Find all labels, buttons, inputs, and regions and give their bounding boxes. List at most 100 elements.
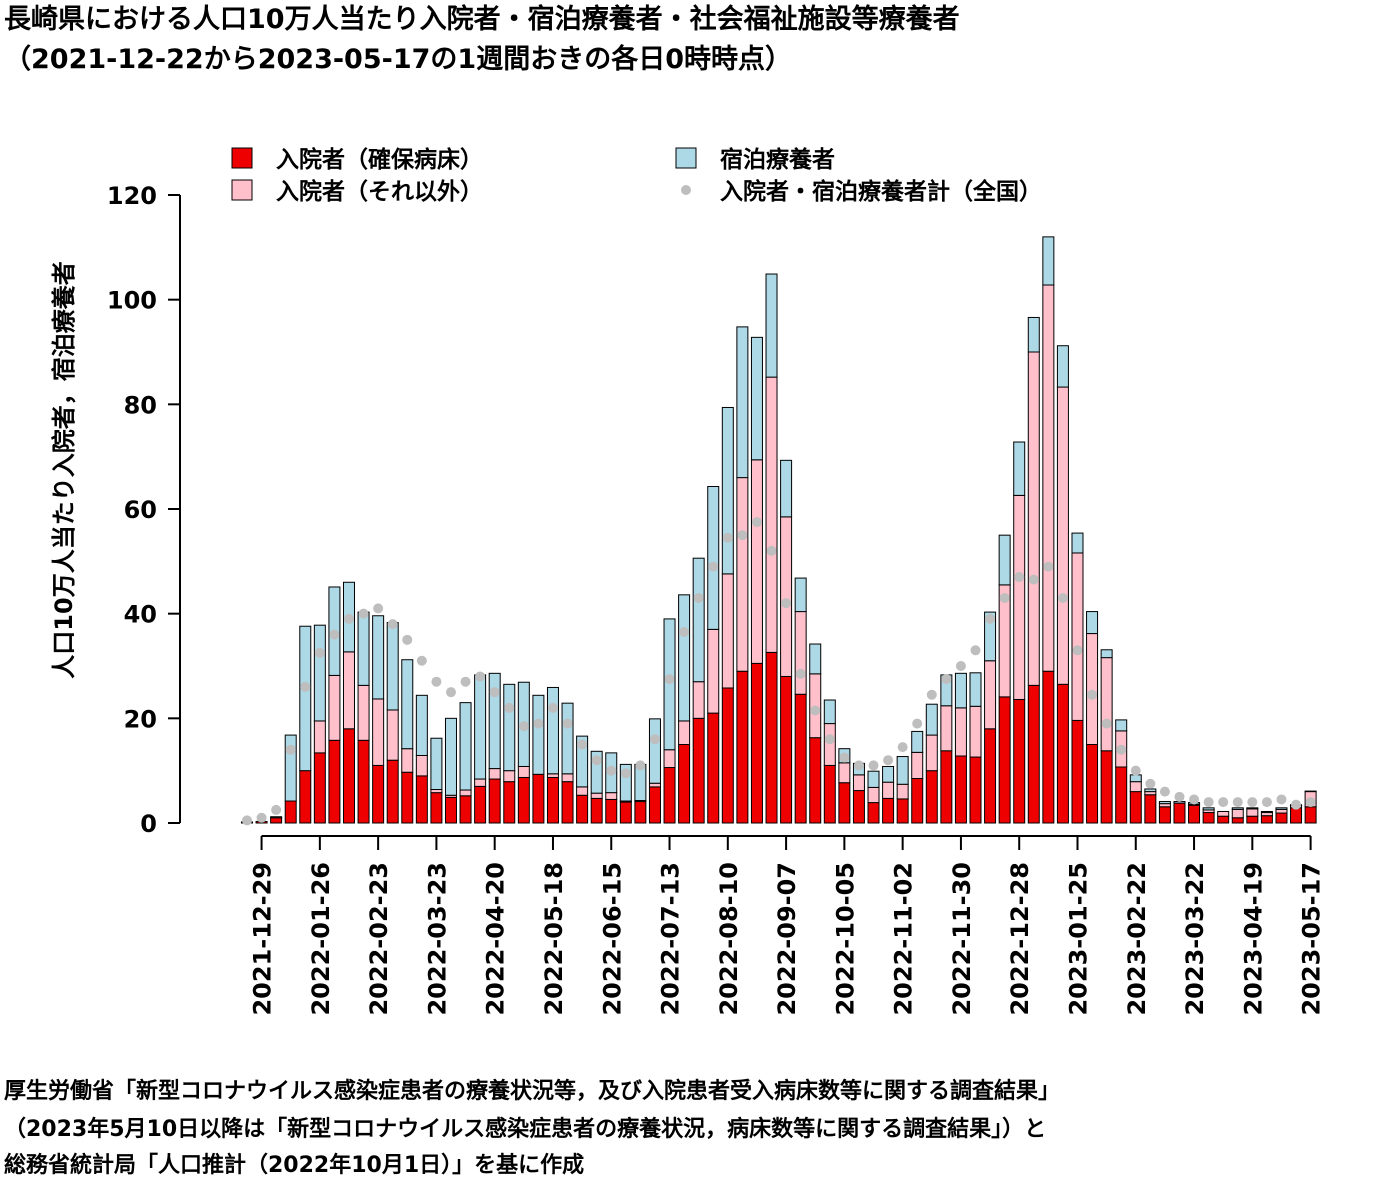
point <box>1189 794 1200 805</box>
bar-segment <box>721 406 734 575</box>
bar-segment <box>1115 766 1128 824</box>
bar-segment <box>1027 684 1040 824</box>
bar-segment <box>1304 790 1317 793</box>
x-tick-label: 2022-12-28 <box>1006 862 1034 1016</box>
point <box>737 530 748 541</box>
bar-segment <box>1042 284 1055 672</box>
bar-segment <box>678 720 691 746</box>
bar-segment <box>867 802 880 824</box>
bar-segment <box>546 773 559 778</box>
bar-segment <box>1027 351 1040 686</box>
bar-segment <box>940 705 953 752</box>
bar-segment <box>1144 794 1157 824</box>
bar-segment <box>794 693 807 824</box>
point <box>1291 799 1302 810</box>
bar-segment <box>721 573 734 689</box>
point <box>970 645 981 656</box>
bar-segment <box>1246 808 1259 817</box>
bar-segment <box>415 694 428 756</box>
bar-segment <box>1304 806 1317 824</box>
bar-segment <box>576 735 589 788</box>
bar-segment <box>386 759 399 824</box>
bar-segment <box>1246 807 1259 810</box>
bar-segment <box>430 737 443 791</box>
point <box>1159 786 1170 797</box>
point <box>1101 718 1112 729</box>
point <box>416 655 427 666</box>
y-tick-label: 60 <box>124 496 157 524</box>
x-tick-label: 2022-11-02 <box>890 862 918 1016</box>
bar-segment <box>386 709 399 761</box>
bar-segment <box>1086 611 1099 635</box>
bar-segment <box>721 687 734 824</box>
x-tick-label: 2022-08-10 <box>715 862 743 1016</box>
bar-segment <box>1231 817 1244 824</box>
bar-segment <box>1290 807 1303 824</box>
bar-segment <box>736 477 749 672</box>
point <box>431 676 442 687</box>
bar-segment <box>561 773 574 783</box>
bar-segment <box>401 748 414 773</box>
bar-segment <box>809 643 822 675</box>
bar-segment <box>546 776 559 824</box>
bar-segment <box>882 765 895 783</box>
bar-segment <box>1071 552 1084 721</box>
bar-segment <box>284 734 297 802</box>
bar-segment <box>619 763 632 802</box>
point <box>1014 572 1025 583</box>
bar-segment <box>605 798 618 824</box>
bar-segment <box>444 796 457 824</box>
bar-segment <box>459 702 472 791</box>
bar-segment <box>401 771 414 824</box>
bar-segment <box>663 618 676 751</box>
bar-segment <box>707 712 720 824</box>
bar-segment <box>954 672 967 709</box>
point <box>1057 592 1068 603</box>
bar-segment <box>692 557 705 683</box>
point <box>242 815 252 826</box>
bar-segment <box>1100 750 1113 824</box>
bar-segment <box>1013 494 1026 700</box>
bar-segment <box>372 698 385 766</box>
bar-segment <box>707 628 720 714</box>
bar-segment <box>1056 683 1069 824</box>
bar-segment <box>648 782 661 788</box>
bar-segment <box>299 625 312 772</box>
point <box>1087 689 1098 700</box>
bar-segment <box>1158 806 1171 824</box>
bar-segment <box>313 720 326 754</box>
source-line: 総務省統計局「人口推計（2022年10月1日）」を基に作成 <box>4 1152 584 1178</box>
y-axis-label: 人口10万人当たり入院者，宿泊療養者 <box>50 261 78 678</box>
x-tick-label: 2022-03-23 <box>423 862 451 1016</box>
bar-segment <box>896 756 909 785</box>
point <box>751 517 762 528</box>
point <box>314 647 325 658</box>
bar-segment <box>357 611 370 686</box>
bar-segment <box>1202 812 1215 824</box>
bar-segment <box>954 707 967 757</box>
x-tick-label: 2023-05-17 <box>1298 862 1326 1016</box>
legend-label: 宿泊療養者 <box>720 146 835 173</box>
bar-segment <box>1217 815 1230 824</box>
bar-segment <box>270 817 283 824</box>
chart-title: 長崎県における人口10万人当たり入院者・宿泊療養者・社会福祉施設等療養者 <box>4 3 960 35</box>
bar-segment <box>852 790 865 824</box>
x-tick-label: 2023-04-19 <box>1239 862 1267 1016</box>
bar-segment <box>619 801 632 824</box>
bar-segment <box>1275 808 1288 814</box>
point <box>518 721 529 732</box>
bar-segment <box>415 775 428 824</box>
x-tick-label: 2022-11-30 <box>948 862 976 1016</box>
bar-segment <box>663 749 676 769</box>
bar-segment <box>678 594 691 722</box>
y-tick-label: 0 <box>140 810 157 838</box>
bar-segment <box>474 785 487 824</box>
point <box>343 613 354 624</box>
y-tick-label: 40 <box>124 601 157 629</box>
bar-segment <box>590 797 603 824</box>
source-line: （2023年5月10日以降は「新型コロナウイルス感染症患者の療養状況，病床数等に… <box>4 1116 1046 1142</box>
point <box>955 661 966 671</box>
bar-segment <box>750 336 763 461</box>
point <box>358 608 369 619</box>
bar-segment <box>896 798 909 824</box>
